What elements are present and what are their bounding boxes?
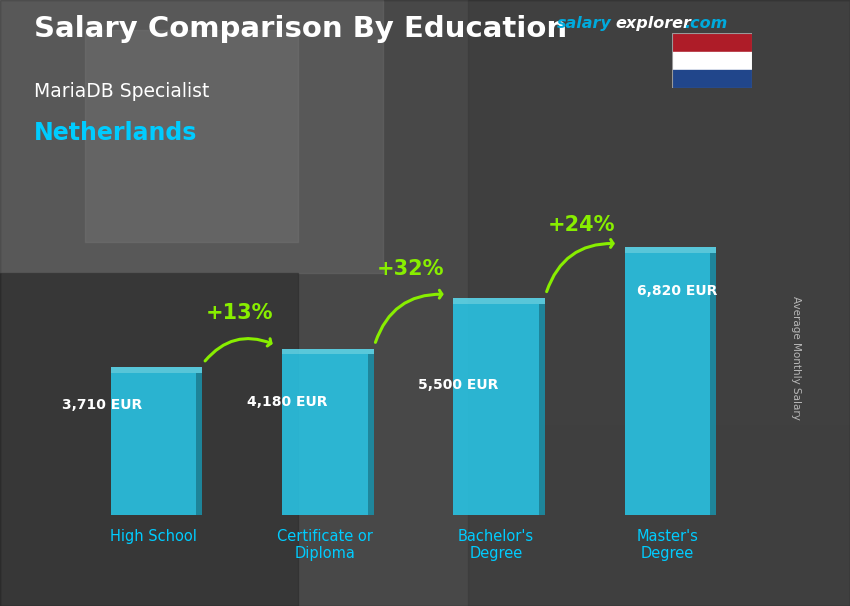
Bar bbox=[468, 0, 850, 606]
Text: 3,710 EUR: 3,710 EUR bbox=[62, 398, 143, 412]
Bar bbox=[110, 373, 196, 515]
Bar bbox=[85, 30, 298, 242]
Bar bbox=[710, 253, 717, 515]
Text: Average Monthly Salary: Average Monthly Salary bbox=[791, 296, 802, 419]
Bar bbox=[196, 373, 202, 515]
Bar bbox=[282, 349, 374, 355]
Bar bbox=[0, 273, 298, 606]
Bar bbox=[282, 355, 368, 515]
Text: 4,180 EUR: 4,180 EUR bbox=[247, 395, 327, 408]
Bar bbox=[453, 298, 545, 304]
Bar bbox=[672, 52, 752, 70]
Text: .com: .com bbox=[684, 16, 728, 32]
Bar bbox=[453, 304, 539, 515]
Text: MariaDB Specialist: MariaDB Specialist bbox=[34, 82, 209, 101]
Bar bbox=[625, 253, 710, 515]
Text: Salary Comparison By Education: Salary Comparison By Education bbox=[34, 15, 567, 43]
Bar bbox=[510, 0, 850, 424]
Text: +13%: +13% bbox=[206, 304, 273, 324]
Bar bbox=[539, 304, 545, 515]
Text: 6,820 EUR: 6,820 EUR bbox=[638, 284, 717, 299]
Text: 5,500 EUR: 5,500 EUR bbox=[418, 378, 499, 391]
Bar bbox=[672, 70, 752, 88]
Bar bbox=[0, 0, 382, 273]
Bar bbox=[672, 33, 752, 52]
Text: explorer: explorer bbox=[615, 16, 691, 32]
Text: +24%: +24% bbox=[548, 215, 615, 235]
Text: salary: salary bbox=[557, 16, 611, 32]
Text: Netherlands: Netherlands bbox=[34, 121, 197, 145]
Bar bbox=[625, 247, 717, 253]
Bar bbox=[368, 355, 374, 515]
Text: +32%: +32% bbox=[377, 259, 445, 279]
Bar bbox=[110, 367, 202, 373]
